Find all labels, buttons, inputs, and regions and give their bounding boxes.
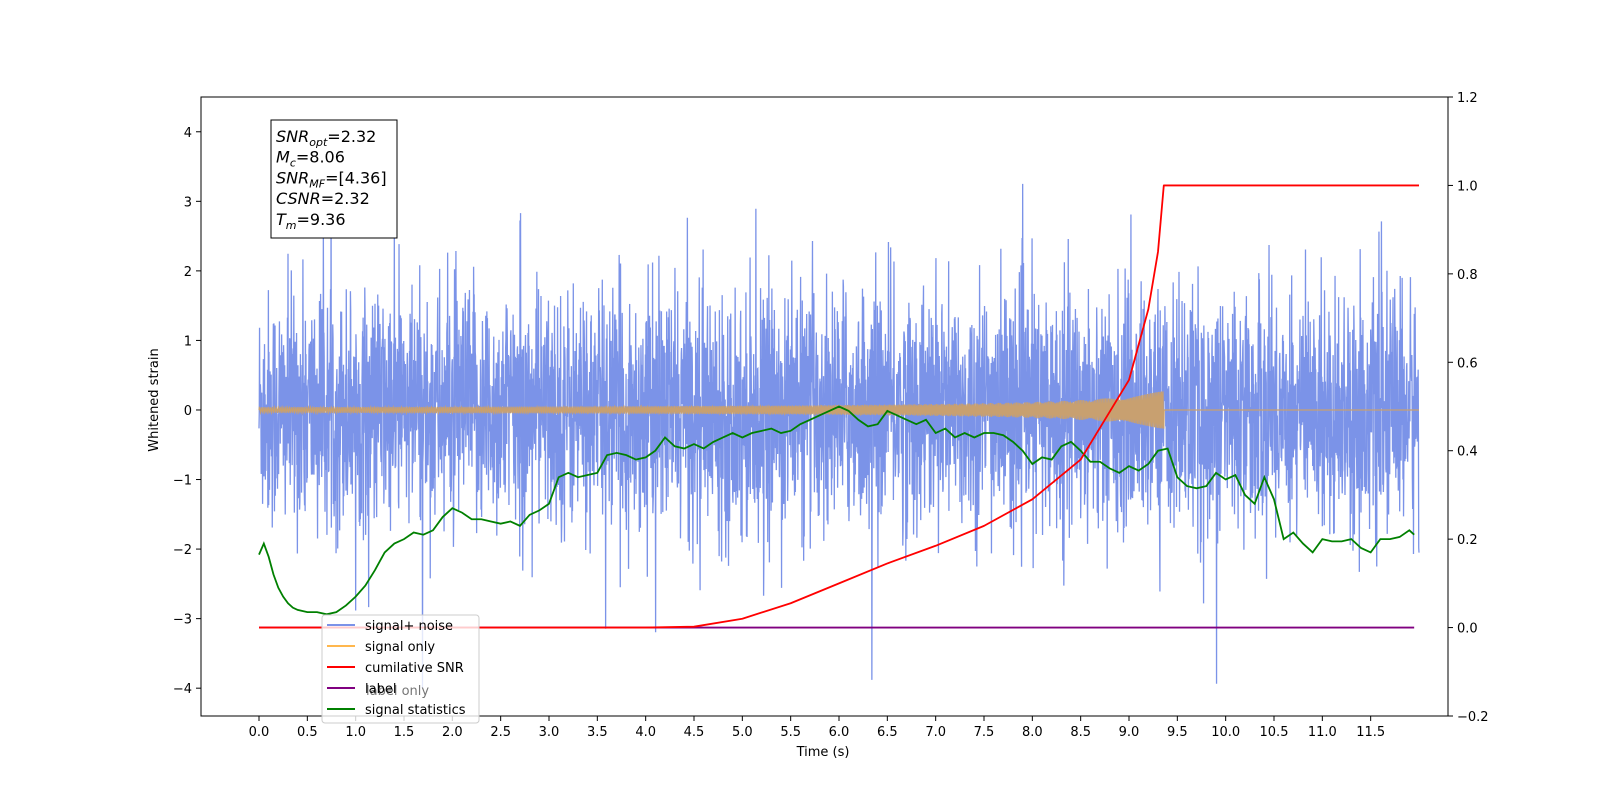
- x-tick-label: 6.5: [877, 725, 898, 740]
- x-tick-label: 0.0: [249, 725, 270, 740]
- x-tick-label: 1.5: [394, 725, 415, 740]
- y2-tick-label: 0.8: [1457, 268, 1478, 283]
- info-line: CSNR=2.32: [276, 189, 370, 208]
- x-tick-label: 8.5: [1070, 725, 1091, 740]
- y-tick-label: −2: [173, 543, 192, 558]
- y2-tick-label: 1.2: [1457, 91, 1478, 106]
- y-tick-label: 2: [184, 265, 192, 280]
- y-tick-label: −4: [173, 682, 192, 697]
- x-tick-label: 6.0: [829, 725, 850, 740]
- info-box-frame: [270, 119, 398, 239]
- y2-tick-label: 0.6: [1457, 356, 1478, 371]
- x-tick-label: 4.5: [684, 725, 705, 740]
- y-tick-label: −1: [173, 474, 192, 489]
- x-tick-label: 10.5: [1260, 725, 1289, 740]
- info-line: Tm=9.36: [276, 210, 346, 232]
- x-tick-label: 10.0: [1211, 725, 1240, 740]
- y2-tick-label: 0.2: [1457, 533, 1478, 548]
- x-tick-label: 9.5: [1167, 725, 1188, 740]
- series-group: [258, 183, 1420, 689]
- y-tick-label: 1: [184, 334, 192, 349]
- legend-label: cumilative SNR: [365, 661, 464, 676]
- x-tick-label: 7.0: [925, 725, 946, 740]
- plot-area: [258, 183, 1420, 689]
- legend: signal+ noise signal only cumilative SNR la…: [321, 614, 480, 724]
- x-tick-label: 4.0: [635, 725, 656, 740]
- y-tick-label: 0: [184, 404, 192, 419]
- x-tick-label: 1.0: [345, 725, 366, 740]
- legend-label: signal statistics: [365, 703, 466, 718]
- series-signal-noise: [258, 183, 1420, 689]
- x-axis-title: Time (s): [796, 745, 850, 760]
- y2-tick-label: 1.0: [1457, 179, 1478, 194]
- x-tick-label: 0.5: [297, 725, 318, 740]
- info-line: Mc=8.06: [276, 148, 345, 170]
- y2-tick-label: 0.4: [1457, 445, 1478, 460]
- legend-label: signal only: [365, 640, 435, 655]
- x-tick-label: 8.0: [1022, 725, 1043, 740]
- x-tick-label: 9.0: [1119, 725, 1140, 740]
- x-tick-label: 5.5: [780, 725, 801, 740]
- info-line: SNRopt=2.32: [276, 127, 376, 149]
- x-tick-label: 3.5: [587, 725, 608, 740]
- axes: 0.0 0.5 1.0 1.5 2.0 2.5 3.0 3.5 4.0 4.5 5.0 5.5 6.0 6…: [173, 91, 1489, 740]
- x-tick-label: 2.5: [490, 725, 511, 740]
- x-tick-label: 7.5: [974, 725, 995, 740]
- y2-tick-label: −0.2: [1457, 710, 1489, 725]
- series-signal-statistics: [258, 405, 1415, 616]
- plot-frame: [200, 96, 1449, 717]
- x-tick-label: 3.0: [539, 725, 560, 740]
- x-tick-label: 5.0: [732, 725, 753, 740]
- y-tick-label: 3: [184, 195, 192, 210]
- legend-frame: [321, 614, 480, 724]
- info-line: SNRMF=[4.36]: [276, 168, 387, 190]
- legend-label: label only: [366, 684, 429, 699]
- x-tick-label: 11.5: [1356, 725, 1385, 740]
- legend-label: label: [365, 682, 396, 697]
- y-axis-title: Whitened strain: [147, 348, 162, 451]
- x-tick-label: 11.0: [1308, 725, 1337, 740]
- y-tick-label: −3: [173, 613, 192, 628]
- series-cumulative-snr: [259, 184, 1419, 629]
- legend-label: signal+ noise: [365, 619, 453, 634]
- y2-tick-label: 0.0: [1457, 622, 1478, 637]
- y-tick-label: 4: [184, 126, 192, 141]
- x-tick-label: 2.0: [442, 725, 463, 740]
